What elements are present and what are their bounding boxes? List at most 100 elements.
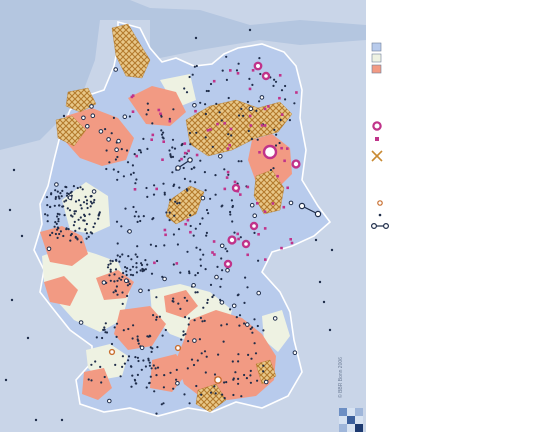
city-dot: [330, 248, 334, 252]
city-dot: [182, 166, 185, 170]
city-dot: [246, 100, 249, 103]
city-dot: [72, 185, 75, 188]
city-dot: [67, 192, 70, 196]
city-dot: [183, 87, 186, 90]
city-dot: [8, 208, 12, 212]
city-dot: [220, 257, 223, 260]
city-dot: [203, 350, 207, 353]
city-dot: [85, 199, 89, 202]
magenta-square: [164, 233, 167, 237]
small-ring: [85, 124, 90, 129]
city-dot: [206, 298, 209, 301]
small-ring: [219, 300, 225, 305]
city-dot: [122, 271, 125, 275]
city-dot: [195, 384, 198, 388]
small-ring: [231, 303, 237, 309]
city-dot: [99, 365, 102, 368]
magenta-square: [226, 170, 230, 174]
city-dot: [148, 364, 151, 367]
city-dot: [147, 108, 150, 112]
city-dot: [80, 207, 83, 210]
city-dot: [115, 258, 118, 261]
city-dot: [204, 268, 207, 271]
city-dot: [53, 204, 56, 207]
city-dot: [205, 355, 208, 358]
city-dot: [116, 242, 119, 245]
magenta-square: [161, 158, 164, 161]
city-dot: [69, 234, 72, 237]
city-dot: [189, 143, 192, 146]
bbr-logo-icon: [339, 408, 363, 432]
city-dot: [130, 385, 133, 388]
city-dot: [112, 168, 115, 171]
city-dot: [127, 255, 130, 258]
map-panel[interactable]: © BBR Bonn 2006: [0, 0, 366, 432]
city-dot: [142, 137, 145, 140]
germany-map[interactable]: [0, 0, 366, 432]
city-dot: [110, 342, 114, 346]
magenta-square: [195, 153, 199, 157]
city-dot: [156, 259, 159, 263]
magenta-square: [206, 129, 210, 132]
city-dot: [82, 219, 85, 222]
city-dot: [183, 155, 186, 158]
magenta-square: [280, 113, 284, 116]
city-dot: [55, 222, 58, 225]
city-dot: [194, 274, 197, 277]
city-dot: [137, 342, 140, 345]
connected-ring-markers: [175, 157, 322, 218]
city-dot: [186, 367, 189, 370]
city-dot: [237, 382, 240, 385]
magenta-square: [189, 230, 192, 234]
city-dot: [240, 160, 243, 163]
city-dot: [180, 338, 183, 341]
city-dot: [221, 393, 224, 396]
city-dot: [237, 160, 240, 163]
city-dot: [111, 260, 114, 263]
city-dot: [213, 385, 216, 388]
city-dot: [155, 296, 158, 299]
city-dot: [183, 177, 186, 180]
city-dot: [248, 77, 251, 80]
city-dot: [247, 129, 250, 133]
small-ring: [101, 280, 107, 285]
city-dot: [141, 270, 144, 273]
city-dot: [57, 227, 60, 230]
city-dot: [168, 149, 171, 152]
small-ring: [245, 322, 250, 327]
city-dot: [224, 247, 227, 250]
city-dot: [148, 334, 151, 337]
city-dot: [109, 268, 112, 271]
magenta-square: [184, 222, 187, 226]
city-dot: [125, 149, 129, 152]
city-dot: [149, 243, 152, 246]
small-ring: [272, 316, 278, 321]
city-dot: [150, 272, 154, 275]
city-dot: [139, 219, 142, 223]
city-dot: [163, 244, 166, 247]
city-dot: [63, 200, 66, 203]
city-dot: [151, 218, 154, 221]
city-dot: [251, 326, 254, 329]
city-dot: [251, 83, 254, 86]
magenta-square: [295, 91, 298, 94]
city-dot: [280, 89, 284, 92]
city-dot: [160, 133, 164, 136]
city-dot: [34, 418, 38, 422]
city-dot: [211, 145, 214, 148]
city-dot: [152, 193, 156, 196]
magenta-square: [187, 149, 190, 153]
city-dot: [71, 215, 74, 218]
city-dot: [279, 118, 282, 122]
city-dot: [104, 322, 107, 325]
city-dot: [59, 230, 63, 233]
city-dot: [62, 114, 66, 118]
magenta-square: [130, 95, 134, 99]
city-dot: [131, 274, 135, 277]
city-dot: [250, 137, 253, 141]
city-dot: [46, 204, 49, 207]
city-dot: [201, 320, 204, 323]
city-dot: [168, 117, 171, 120]
city-dot: [148, 361, 151, 364]
city-dot: [193, 319, 196, 322]
